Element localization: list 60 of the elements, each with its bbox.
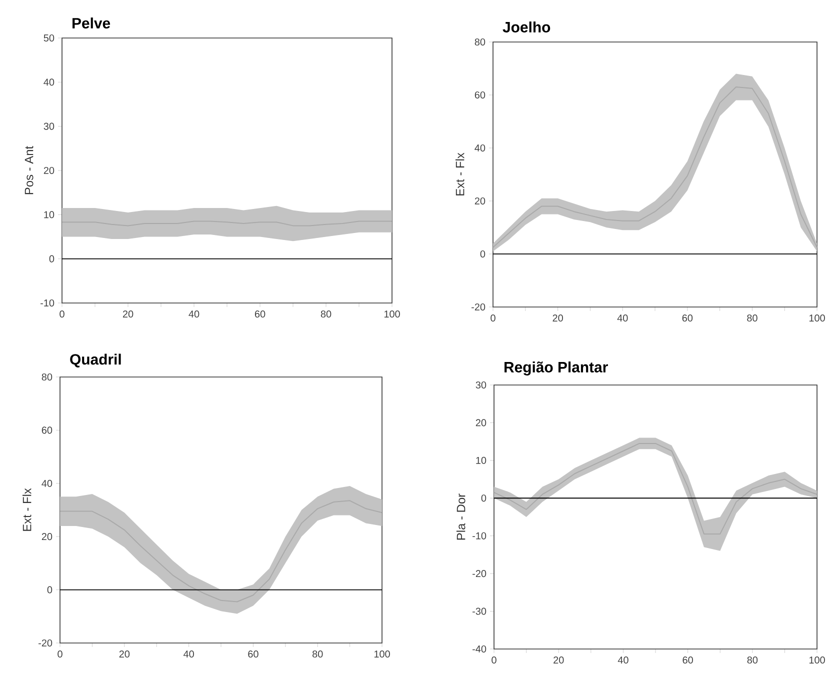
y-tick-label: 20	[42, 533, 52, 540]
y-tick-label: 30	[44, 122, 54, 130]
x-tick-label: 0	[490, 314, 496, 322]
x-tick-label: 80	[747, 656, 758, 664]
x-tick-label: 80	[320, 310, 332, 318]
x-tick-label: 0	[60, 310, 64, 318]
x-tick-label: 100	[374, 650, 390, 658]
y-tick-label: -10	[472, 532, 486, 540]
chart-title: Joelho	[502, 22, 550, 32]
y-tick-label: 0	[480, 250, 486, 258]
y-axis-title: Pos - Ant	[24, 146, 34, 194]
chart-title: Quadril	[70, 354, 121, 368]
y-tick-label: 40	[42, 480, 52, 487]
x-tick-label: 20	[554, 656, 564, 664]
x-tick-label: 40	[618, 656, 628, 664]
x-tick-label: 80	[747, 314, 758, 322]
y-tick-label: -10	[40, 299, 54, 307]
x-tick-label: 100	[809, 314, 825, 322]
x-tick-label: 40	[188, 310, 200, 318]
y-tick-label: 20	[476, 419, 486, 426]
y-tick-label: 80	[42, 373, 52, 381]
y-tick-label: 80	[474, 38, 486, 46]
y-tick-label: 60	[474, 91, 486, 99]
x-tick-label: 100	[809, 656, 825, 664]
y-tick-label: 40	[44, 78, 54, 86]
y-tick-label: 20	[474, 197, 486, 205]
x-tick-label: 40	[617, 314, 628, 322]
x-tick-label: 20	[119, 650, 130, 658]
y-tick-label: -20	[472, 303, 486, 311]
y-tick-label: -20	[38, 639, 52, 647]
y-tick-label: 40	[474, 144, 486, 152]
line-series	[494, 442, 818, 534]
x-tick-label: 60	[682, 656, 693, 664]
y-axis-title: Ext - Flx	[456, 152, 464, 196]
y-tick-label: 0	[49, 255, 54, 262]
y-tick-label: 50	[44, 34, 54, 42]
y-tick-label: 10	[476, 456, 486, 464]
y-tick-label: 0	[47, 586, 52, 594]
y-tick-label: 20	[44, 166, 54, 174]
y-axis-title: Pla - Dor	[456, 494, 466, 540]
x-tick-label: 60	[682, 314, 693, 322]
y-tick-label: 10	[44, 211, 54, 218]
x-tick-label: 60	[248, 650, 258, 658]
chart-title: Região Plantar	[504, 361, 608, 376]
x-tick-label: 100	[384, 310, 400, 318]
x-tick-label: 0	[492, 656, 496, 664]
y-tick-label: -40	[472, 645, 486, 653]
y-axis-title: Ext - Flx	[22, 488, 32, 531]
y-tick-label: 0	[481, 494, 486, 502]
x-tick-label: 40	[184, 650, 194, 658]
y-tick-label: 60	[42, 426, 52, 434]
chart-title: Pelve	[72, 18, 110, 28]
x-tick-label: 0	[58, 650, 62, 658]
x-tick-label: 80	[312, 650, 323, 658]
y-tick-label: 30	[476, 381, 486, 389]
y-tick-label: -30	[472, 608, 486, 615]
y-tick-label: -20	[472, 570, 486, 578]
x-tick-label: 60	[254, 310, 266, 318]
x-tick-label: 20	[122, 310, 134, 318]
x-tick-label: 20	[552, 314, 563, 322]
